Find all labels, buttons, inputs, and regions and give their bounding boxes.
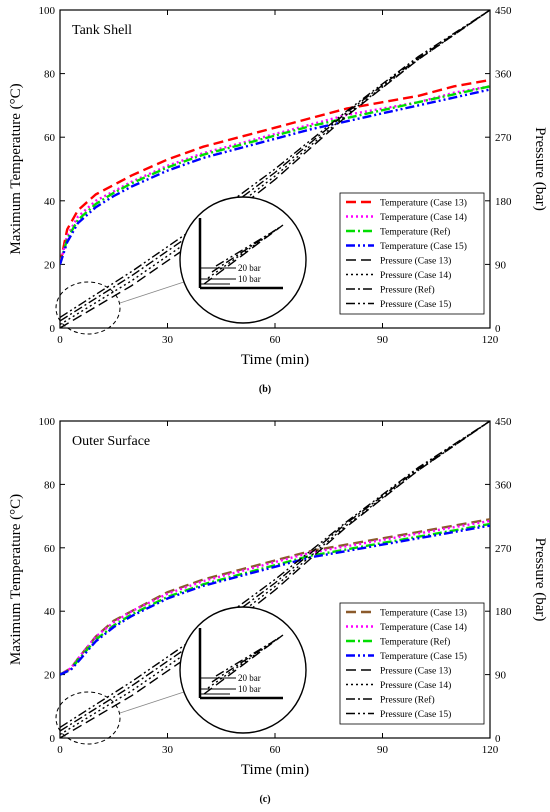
panel-tank-shell: 0 30 60 90 120020406080100090180270360450Tim… bbox=[8, 5, 548, 395]
y2-tick-label: 0 bbox=[495, 323, 501, 335]
inset-circle bbox=[179, 196, 307, 324]
y2-axis-title: Pressure (bar) bbox=[532, 127, 548, 211]
legend-label: Temperature (Case 14) bbox=[380, 622, 467, 633]
y-tick-label: 40 bbox=[44, 606, 56, 618]
inset-label-20bar: 20 bar bbox=[238, 263, 261, 273]
y-axis-title: Maximum Temperature (°C) bbox=[8, 494, 24, 665]
legend-label: Pressure (Case 14) bbox=[380, 270, 451, 281]
inset-label-10bar: 10 bar bbox=[238, 684, 261, 694]
y2-tick-label: 270 bbox=[495, 132, 512, 144]
series-line-pressure-case-15 bbox=[60, 421, 490, 728]
panel-outer-surface: 0 30 60 90 120020406080100090180270360450Tim… bbox=[8, 416, 548, 805]
x-tick-label: 0 bbox=[57, 744, 63, 756]
y2-tick-label: 270 bbox=[495, 543, 512, 555]
series-line-pressure-case-15 bbox=[60, 10, 490, 318]
legend-label: Temperature (Ref) bbox=[380, 637, 450, 648]
legend-label: Temperature (Case 13) bbox=[380, 198, 467, 209]
series-line-temperature-case-13 bbox=[60, 518, 490, 676]
y-tick-label: 0 bbox=[50, 733, 56, 745]
series-line-pressure-case-14 bbox=[60, 10, 490, 326]
x-tick-label: 30 bbox=[162, 744, 174, 756]
x-tick-label: 60 bbox=[270, 334, 282, 346]
y-tick-label: 60 bbox=[44, 132, 56, 144]
legend-label: Pressure (Case 14) bbox=[380, 680, 451, 691]
series-line-pressure-case-13 bbox=[60, 10, 490, 328]
series-group bbox=[60, 10, 490, 328]
legend-label: Temperature (Case 13) bbox=[380, 608, 467, 619]
inset-pressure-curve bbox=[211, 228, 278, 273]
legend-label: Pressure (Case 15) bbox=[380, 299, 451, 310]
y-tick-label: 20 bbox=[44, 259, 56, 271]
legend-label: Pressure (Case 13) bbox=[380, 256, 451, 267]
legend-label: Temperature (Case 14) bbox=[380, 212, 467, 223]
inset-pressure-curve bbox=[215, 640, 275, 677]
y-tick-label: 80 bbox=[44, 69, 56, 81]
x-tick-label: 0 bbox=[57, 334, 63, 346]
inset-pressure-curve bbox=[215, 230, 275, 267]
legend-label: Temperature (Case 15) bbox=[380, 651, 467, 662]
y2-tick-label: 180 bbox=[495, 606, 512, 618]
series-line-pressure-ref bbox=[60, 421, 490, 732]
y2-tick-label: 90 bbox=[495, 670, 507, 682]
x-tick-label: 120 bbox=[482, 744, 499, 756]
series-line-temperature-case-14 bbox=[60, 519, 490, 676]
y2-tick-label: 450 bbox=[495, 416, 512, 428]
y-tick-label: 80 bbox=[44, 479, 56, 491]
zoom-circle bbox=[55, 281, 121, 335]
series-line-pressure-case-13 bbox=[60, 421, 490, 738]
legend-label: Pressure (Case 15) bbox=[380, 709, 451, 720]
panel-caption: (b) bbox=[259, 384, 271, 395]
legend-label: Pressure (Ref) bbox=[380, 285, 435, 296]
y2-tick-label: 360 bbox=[495, 479, 512, 491]
y-tick-label: 60 bbox=[44, 543, 56, 555]
inset-circle bbox=[179, 606, 307, 734]
x-tick-label: 60 bbox=[270, 744, 282, 756]
x-axis-title: Time (min) bbox=[241, 762, 309, 778]
y2-axis-title: Pressure (bar) bbox=[532, 538, 548, 622]
x-tick-label: 30 bbox=[162, 334, 174, 346]
zoom-connector bbox=[119, 279, 191, 304]
y2-tick-label: 450 bbox=[495, 5, 512, 17]
y2-tick-label: 360 bbox=[495, 69, 512, 81]
series-line-pressure-case-14 bbox=[60, 421, 490, 736]
y-axis-title: Maximum Temperature (°C) bbox=[8, 83, 24, 254]
legend-box bbox=[339, 602, 485, 725]
series-line-temperature-case-13 bbox=[60, 78, 490, 265]
series-line-temperature-case-15 bbox=[60, 88, 490, 265]
x-tick-label: 90 bbox=[377, 334, 389, 346]
series-line-temperature-ref bbox=[60, 522, 490, 676]
inset-pressure-curve bbox=[211, 638, 278, 683]
legend-label: Temperature (Ref) bbox=[380, 227, 450, 238]
y-tick-label: 100 bbox=[39, 5, 56, 17]
series-line-temperature-ref bbox=[60, 85, 490, 265]
panel-caption: (c) bbox=[259, 794, 270, 805]
y-tick-label: 100 bbox=[39, 416, 56, 428]
legend-box bbox=[339, 192, 485, 315]
y-tick-label: 20 bbox=[44, 670, 56, 682]
x-tick-label: 90 bbox=[377, 744, 389, 756]
y-tick-label: 0 bbox=[50, 323, 56, 335]
y2-tick-label: 0 bbox=[495, 733, 501, 745]
y2-tick-label: 180 bbox=[495, 196, 512, 208]
inset-label-20bar: 20 bar bbox=[238, 673, 261, 683]
zoom-connector bbox=[119, 689, 191, 714]
zoom-circle bbox=[55, 691, 121, 745]
y-tick-label: 40 bbox=[44, 196, 56, 208]
series-group bbox=[60, 421, 490, 738]
x-axis-title: Time (min) bbox=[241, 352, 309, 368]
legend-label: Pressure (Ref) bbox=[380, 695, 435, 706]
inset-label-10bar: 10 bar bbox=[238, 274, 261, 284]
series-line-pressure-ref bbox=[60, 10, 490, 322]
y2-tick-label: 90 bbox=[495, 259, 507, 271]
legend-label: Pressure (Case 13) bbox=[380, 666, 451, 677]
panel-title: Outer Surface bbox=[72, 434, 150, 449]
x-tick-label: 120 bbox=[482, 334, 499, 346]
panel-title: Tank Shell bbox=[72, 23, 132, 38]
legend-label: Temperature (Case 15) bbox=[380, 241, 467, 252]
